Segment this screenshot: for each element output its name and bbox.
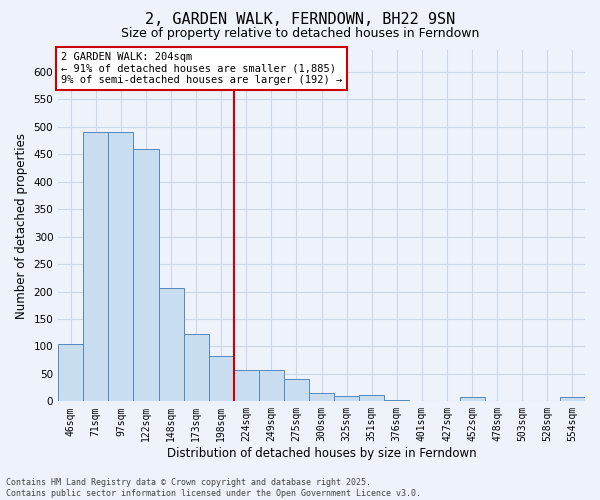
Bar (109, 132, 133, 402)
Bar (385, 400, 409, 402)
X-axis label: Distribution of detached houses by size in Ferndown: Distribution of detached houses by size … (167, 447, 476, 460)
Text: Size of property relative to detached houses in Ferndown: Size of property relative to detached ho… (121, 28, 479, 40)
Bar (359, 394, 385, 402)
Bar (284, 380, 309, 402)
Y-axis label: Number of detached properties: Number of detached properties (15, 132, 28, 318)
Bar (58, 344, 83, 402)
Bar (184, 334, 209, 402)
Text: Contains HM Land Registry data © Crown copyright and database right 2025.
Contai: Contains HM Land Registry data © Crown c… (6, 478, 421, 498)
Bar (334, 396, 359, 402)
Bar (234, 370, 259, 402)
Text: 2, GARDEN WALK, FERNDOWN, BH22 9SN: 2, GARDEN WALK, FERNDOWN, BH22 9SN (145, 12, 455, 28)
Bar (460, 398, 485, 402)
Text: 2 GARDEN WALK: 204sqm
← 91% of detached houses are smaller (1,885)
9% of semi-de: 2 GARDEN WALK: 204sqm ← 91% of detached … (61, 52, 342, 85)
Bar (83, 132, 109, 402)
Bar (133, 149, 158, 402)
Bar (560, 398, 585, 402)
Bar (259, 370, 284, 402)
Bar (158, 288, 184, 402)
Bar (209, 356, 234, 402)
Bar (309, 393, 334, 402)
